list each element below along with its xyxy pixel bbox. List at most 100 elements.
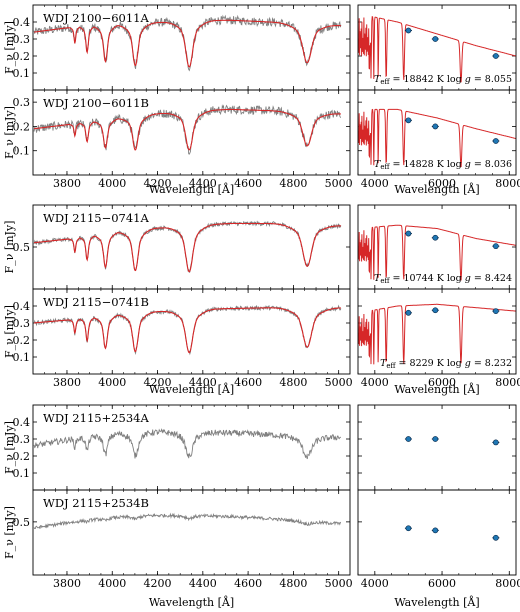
y-axis-label: F_ν [mJy] bbox=[3, 305, 16, 358]
y-tick-label: 0.2 bbox=[13, 450, 31, 463]
y-tick-label: 0.1 bbox=[13, 467, 31, 480]
spectrum-frame bbox=[32, 89, 351, 176]
photometry-point bbox=[405, 525, 412, 532]
x-tick-label: 4400 bbox=[189, 177, 217, 190]
photometry-point bbox=[432, 527, 439, 534]
sed-parameters-label: Teff = 18842 K log g = 8.055 bbox=[374, 74, 512, 86]
spectrum-model-line bbox=[34, 19, 342, 68]
sed-frame bbox=[357, 288, 517, 375]
sed-frame bbox=[357, 89, 517, 176]
x-axis-label: Wavelength [Å] bbox=[149, 382, 234, 396]
y-tick-label: 0.3 bbox=[13, 96, 31, 109]
photometry-point bbox=[405, 117, 412, 124]
x-tick-label: 6000 bbox=[428, 376, 456, 389]
photometry-point bbox=[492, 308, 499, 314]
spectrum-frame bbox=[32, 489, 351, 576]
photometry-point bbox=[432, 307, 439, 314]
photometry-point bbox=[405, 436, 412, 442]
sed-frame bbox=[357, 404, 517, 491]
x-tick-label: 3800 bbox=[53, 376, 81, 389]
x-tick-label: 4400 bbox=[189, 376, 217, 389]
x-tick-label: 4200 bbox=[144, 376, 172, 389]
x-tick-label: 5000 bbox=[325, 177, 353, 190]
x-axis-label: Wavelength [Å] bbox=[149, 182, 234, 196]
x-tick-label: 8000 bbox=[495, 577, 520, 590]
y-tick-label: 0.3 bbox=[13, 317, 31, 330]
spectrum-data-line bbox=[33, 512, 341, 530]
y-tick-label: 0.1 bbox=[13, 145, 31, 158]
sed-frame bbox=[357, 489, 517, 576]
photometry-point bbox=[432, 234, 439, 241]
x-tick-label: 3800 bbox=[53, 577, 81, 590]
x-axis-label: Wavelength [Å] bbox=[394, 382, 479, 396]
star-name-label: WDJ 2115−0741A bbox=[43, 211, 149, 225]
spectrum-panel: 0.1 0.2 0.3 0.4 WDJ 2100−6011A F_ν [mJy] bbox=[3, 4, 351, 91]
x-tick-label: 4600 bbox=[234, 577, 262, 590]
spectrum-panel: 3800 4000 4200 4400 4600 4800 5000 0.1 0.2 0.3 0.4… bbox=[3, 288, 353, 389]
y-tick-label: 0.2 bbox=[13, 120, 31, 133]
star-name-label: WDJ 2100−6011A bbox=[43, 11, 149, 25]
y-axis-label: F_ν [mJy] bbox=[3, 21, 16, 74]
spectrum-panel: 0.1 0.2 0.3 0.4 WDJ 2115+2534A F_ν [mJy] bbox=[3, 404, 351, 491]
y-tick-label: 0.3 bbox=[13, 33, 31, 46]
panel-5: 0.1 0.2 0.3 0.4 WDJ 2115+2534A F_ν [mJy] bbox=[3, 404, 517, 491]
x-tick-label: 4000 bbox=[98, 177, 126, 190]
sed-panel bbox=[357, 404, 517, 491]
star-name-label: WDJ 2115+2534A bbox=[43, 411, 149, 425]
photometry-point bbox=[405, 27, 412, 34]
sed-panel: Teff = 10744 K log g = 8.424 bbox=[357, 204, 517, 290]
x-tick-label: 8000 bbox=[495, 177, 520, 190]
sed-model-line bbox=[358, 303, 516, 365]
y-tick-label: 0.5 bbox=[13, 516, 31, 529]
photometry-point bbox=[432, 436, 439, 442]
x-tick-label: 4800 bbox=[279, 177, 307, 190]
x-tick-label: 4200 bbox=[144, 577, 172, 590]
spectrum-data-line bbox=[33, 428, 342, 460]
x-tick-label: 5000 bbox=[325, 577, 353, 590]
photometry-point bbox=[432, 36, 439, 42]
spectrum-frame bbox=[32, 288, 351, 375]
photometry-point bbox=[492, 243, 499, 250]
photometry-point bbox=[492, 138, 499, 144]
sed-model-line bbox=[358, 16, 516, 83]
y-tick-label: 0.1 bbox=[13, 351, 31, 364]
photometry-point bbox=[432, 123, 439, 130]
x-tick-label: 4000 bbox=[98, 577, 126, 590]
panel-2: 3800 4000 4200 4400 4600 4800 5000 0.1 0.2 0.3 WDJ… bbox=[3, 89, 520, 190]
y-tick-label: 0.3 bbox=[13, 433, 31, 446]
x-axis-label: Wavelength [Å] bbox=[394, 182, 479, 196]
photometry-point bbox=[492, 439, 499, 446]
sed-panel: 4000 6000 8000 bbox=[357, 489, 520, 590]
y-tick-label: 0.4 bbox=[13, 300, 31, 313]
x-tick-label: 4200 bbox=[144, 177, 172, 190]
photometry-point bbox=[405, 309, 412, 316]
x-tick-label: 4800 bbox=[279, 376, 307, 389]
spectrum-model-line bbox=[34, 108, 341, 151]
spectrum-model-line bbox=[34, 222, 341, 273]
panel-4: 3800 4000 4200 4400 4600 4800 5000 0.1 0.2 0.3 0.4… bbox=[3, 288, 520, 389]
y-tick-label: 0.2 bbox=[13, 50, 31, 63]
x-tick-label: 4000 bbox=[361, 177, 389, 190]
x-tick-label: 4600 bbox=[234, 376, 262, 389]
y-axis-label: F_ν [mJy] bbox=[3, 421, 16, 474]
sed-parameters-label: Teff = 10744 K log g = 8.424 bbox=[374, 273, 512, 285]
x-axis-label: Wavelength [Å] bbox=[149, 595, 234, 609]
x-tick-label: 4000 bbox=[361, 376, 389, 389]
x-tick-label: 4600 bbox=[234, 177, 262, 190]
panel-6: 3800 4000 4200 4400 4600 4800 5000 0.5 WDJ 2115+… bbox=[3, 489, 520, 590]
x-tick-label: 4400 bbox=[189, 577, 217, 590]
x-tick-label: 3800 bbox=[53, 177, 81, 190]
photometry-point bbox=[405, 230, 412, 237]
star-name-label: WDJ 2115+2534B bbox=[43, 496, 149, 510]
sed-panel: 4000 6000 8000 Teff = 8229 K log g = 8.232 bbox=[357, 288, 520, 389]
x-tick-label: 4000 bbox=[98, 376, 126, 389]
y-axis-label: F_ν [mJy] bbox=[3, 506, 16, 559]
spectrum-panel: 0.5 WDJ 2115−0741A F_ν [mJy] bbox=[3, 204, 351, 290]
y-tick-label: 0.4 bbox=[13, 16, 31, 29]
sed-panel: 4000 6000 8000 Teff = 14828 K log g = 8.036 bbox=[357, 89, 520, 190]
y-tick-label: 0.2 bbox=[13, 334, 31, 347]
y-tick-label: 0.4 bbox=[13, 416, 31, 429]
x-tick-label: 6000 bbox=[428, 577, 456, 590]
x-tick-label: 6000 bbox=[428, 177, 456, 190]
